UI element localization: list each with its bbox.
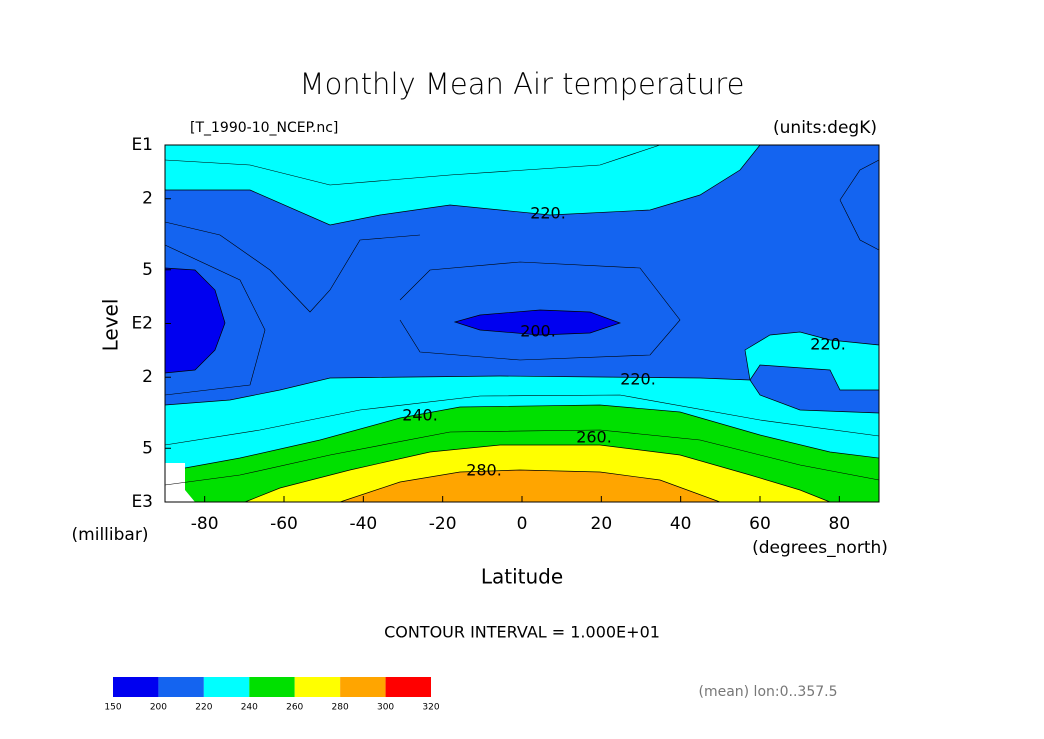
colorbar-label: 300 — [377, 703, 394, 713]
colorbar-swatch — [158, 677, 204, 697]
colorbar-swatch — [113, 677, 159, 697]
y-tick-label: 5 — [142, 260, 153, 280]
contour-label: 220. — [620, 370, 656, 389]
y-tick-label: 2 — [142, 189, 153, 209]
contour-label: 260. — [576, 428, 612, 447]
colorbar-swatch — [340, 677, 386, 697]
y-tick-label: E3 — [131, 492, 153, 512]
x-tick-label: -80 — [191, 514, 219, 534]
y-tick-label: E2 — [131, 314, 153, 334]
subtitle-left: [T_1990-10_NCEP.nc] — [190, 120, 338, 136]
colorbar-label: 150 — [104, 703, 121, 713]
x-tick-label: 20 — [591, 514, 613, 534]
y-tick-label: E1 — [131, 135, 153, 155]
contour-line — [164, 144, 880, 486]
colorbar-swatch — [385, 677, 431, 697]
contour-region — [164, 267, 226, 374]
colorbar-label: 260 — [286, 703, 303, 713]
contour-label: 220. — [530, 204, 566, 223]
colorbar-swatch — [249, 677, 295, 697]
x-tick-label: 60 — [749, 514, 771, 534]
subtitle-right: (units:degK) — [773, 118, 877, 138]
chart-title: Monthly Mean Air temperature — [300, 67, 745, 101]
colorbar-label: 220 — [195, 703, 212, 713]
contour-label: 200. — [520, 322, 556, 341]
colorbar-label: 200 — [150, 703, 167, 713]
y-axis-label: Level — [99, 299, 123, 352]
colorbar-label: 280 — [332, 703, 349, 713]
contour-note: CONTOUR INTERVAL = 1.000E+01 — [384, 623, 660, 642]
x-unit: (degrees_north) — [752, 538, 888, 558]
colorbar-label: 320 — [422, 703, 439, 713]
contour-region — [453, 309, 622, 336]
contour-label: 220. — [810, 335, 846, 354]
contour-region — [164, 144, 761, 226]
missing-region — [165, 463, 195, 502]
x-tick-label: -40 — [349, 514, 377, 534]
x-tick-label: 80 — [829, 514, 851, 534]
x-tick-label: 0 — [517, 514, 528, 534]
colorbar-swatch — [203, 677, 250, 697]
contour-label: 280. — [466, 461, 502, 480]
colorbar-label: 240 — [241, 703, 258, 713]
y-tick-label: 2 — [142, 367, 153, 387]
y-unit: (millibar) — [72, 525, 149, 545]
plot-area — [164, 144, 880, 503]
y-tick-label: 5 — [142, 438, 153, 458]
footer: (mean) lon:0..357.5 — [698, 684, 837, 700]
x-tick-label: -20 — [429, 514, 457, 534]
x-tick-label: 40 — [670, 514, 692, 534]
contour-label: 240. — [402, 406, 438, 425]
contour-region — [339, 469, 721, 503]
colorbar-swatch — [294, 677, 341, 697]
x-axis-label: Latitude — [481, 565, 563, 589]
x-tick-label: -60 — [270, 514, 298, 534]
